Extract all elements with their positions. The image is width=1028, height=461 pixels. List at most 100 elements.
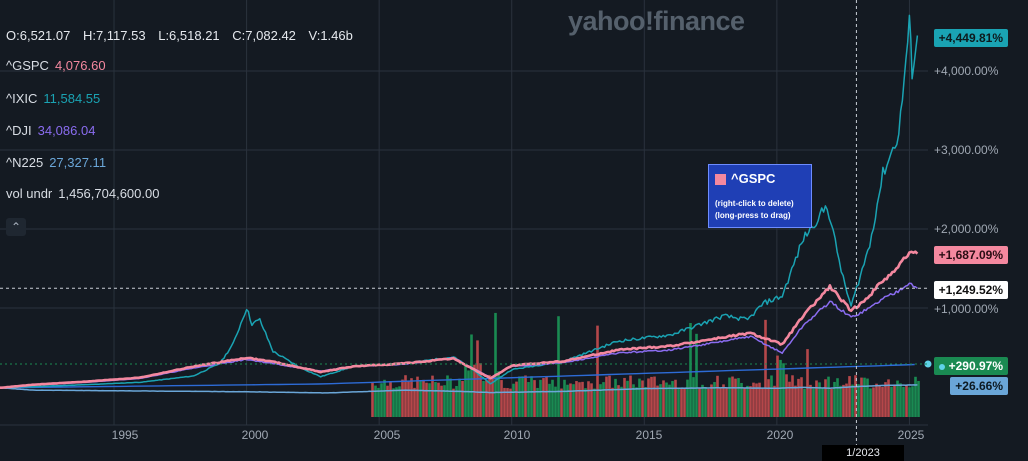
volume-bar [488, 374, 491, 417]
volume-bar [776, 355, 779, 417]
volume-value: V:1.46b [308, 28, 353, 43]
volume-bar [455, 385, 458, 417]
volume-bar [566, 384, 569, 417]
volume-bar [845, 383, 848, 417]
volume-bar [554, 386, 557, 417]
volume-bar [857, 384, 860, 417]
volume-bar [572, 384, 575, 417]
volume-bar [515, 381, 518, 417]
volume-bar [869, 388, 872, 417]
volume-bar [575, 381, 578, 417]
volume-bar [677, 388, 680, 417]
volume-bar [527, 382, 530, 417]
legend-item-gspc[interactable]: ^GSPC 4,076.60 [6, 58, 106, 74]
volume-bar [524, 375, 527, 417]
yahoo-finance-watermark: yahoo!finance [568, 6, 745, 36]
legend-symbol: ^N225 [6, 155, 44, 170]
legend-item-ixic[interactable]: ^IXIC 11,584.55 [6, 91, 100, 107]
volume-bar [563, 379, 566, 417]
volume-bar [452, 388, 455, 417]
volume-bar [446, 375, 449, 417]
volume-bar [623, 377, 626, 417]
volume-bar [395, 387, 398, 417]
volume-bar [545, 376, 548, 417]
volume-bar [608, 375, 611, 417]
volume-bar [686, 379, 689, 417]
series-tooltip[interactable]: ^GSPC (right-click to delete) (long-pres… [708, 164, 812, 228]
volume-bar [458, 378, 461, 417]
open-value: O:6,521.07 [6, 28, 71, 43]
volume-bar [578, 382, 581, 417]
volume-bar [512, 383, 515, 417]
volume-bar [719, 387, 722, 417]
volume-bar [785, 374, 788, 417]
crosshair-x-label: 1/2023 [822, 445, 904, 461]
volume-bar [803, 388, 806, 417]
volume-bar [440, 385, 443, 417]
volume-bar [722, 384, 725, 417]
volume-bar [404, 375, 407, 417]
volume-bar [410, 378, 413, 417]
volume-bar [707, 388, 710, 417]
volume-bar [731, 376, 734, 417]
volume-bar [773, 385, 776, 417]
volume-pct-badge: +290.97% [933, 357, 1008, 375]
volume-bar [905, 385, 908, 417]
volume-bar [374, 385, 377, 417]
volume-bar [551, 379, 554, 417]
volume-bar [485, 380, 488, 417]
series-lines [0, 14, 932, 394]
legend-item-n225[interactable]: ^N225 27,327.11 [6, 155, 106, 171]
volume-bar [590, 383, 593, 417]
legend-symbol: ^IXIC [6, 91, 38, 106]
volume-bar [593, 388, 596, 417]
volume-bar [422, 379, 425, 417]
legend-item-dji[interactable]: ^DJI 34,086.04 [6, 123, 95, 139]
volume-bar [794, 385, 797, 417]
x-tick-label: 1995 [111, 428, 139, 442]
volume-bar [713, 382, 716, 417]
volume-bar [479, 363, 482, 417]
x-tick-label: 2010 [503, 428, 531, 442]
volume-bar [839, 385, 842, 417]
x-tick-label: 2025 [897, 428, 925, 442]
volume-bar [431, 375, 434, 417]
volume-bar [797, 378, 800, 417]
volume-bar [461, 380, 464, 417]
legend-symbol: vol undr [6, 186, 53, 201]
volume-bar [533, 380, 536, 417]
volume-bar [680, 388, 683, 417]
volume-bar [428, 383, 431, 417]
tooltip-title: ^GSPC [731, 171, 776, 186]
volume-bar [755, 383, 758, 417]
legend-item-volume[interactable]: vol undr 1,456,704,600.00 [6, 186, 159, 202]
x-tick-label: 2015 [635, 428, 663, 442]
volume-bar [866, 378, 869, 417]
volume-bar [377, 387, 380, 417]
volume-bar [482, 380, 485, 417]
y-tick-label: +1,000.00% [934, 302, 999, 316]
volume-bar [398, 386, 401, 417]
volume-bar [689, 322, 692, 417]
volume-bar [587, 381, 590, 417]
volume-bar [815, 380, 818, 417]
volume-bar [812, 388, 815, 417]
chevron-up-icon[interactable]: ⌃ [6, 218, 26, 236]
legend-symbol: ^DJI [6, 123, 32, 138]
volume-bar [470, 334, 473, 417]
volume-bar [386, 385, 389, 417]
volume-bar [740, 382, 743, 417]
volume-bar [875, 383, 878, 417]
volume-bar [848, 376, 851, 417]
x-tick-label: 2020 [766, 428, 794, 442]
volume-bar [413, 387, 416, 417]
series-line-n225 [0, 384, 918, 394]
volume-bar [569, 383, 572, 417]
volume-bar [890, 386, 893, 417]
volume-bar [806, 349, 809, 417]
legend-symbol: ^GSPC [6, 58, 49, 73]
volume-bar [617, 385, 620, 417]
volume-bar [584, 388, 587, 417]
volume-bar [668, 384, 671, 417]
